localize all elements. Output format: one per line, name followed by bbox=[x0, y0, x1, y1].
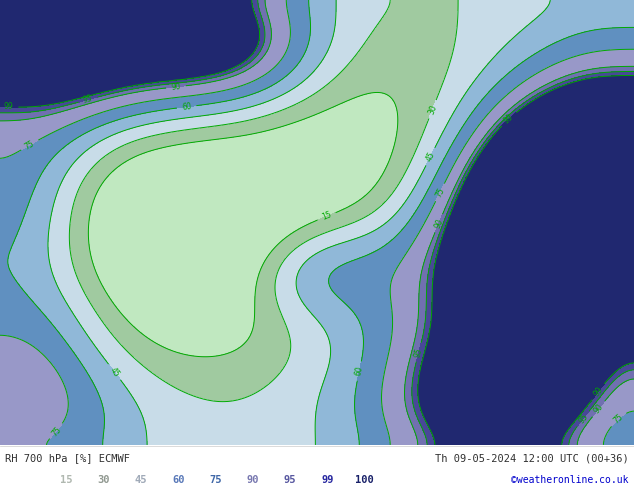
Text: 45: 45 bbox=[135, 475, 147, 485]
Text: 75: 75 bbox=[209, 475, 222, 485]
Text: 99: 99 bbox=[321, 475, 333, 485]
Text: 90: 90 bbox=[433, 217, 445, 229]
Text: 99: 99 bbox=[4, 102, 13, 112]
Text: 60: 60 bbox=[354, 366, 365, 377]
Text: 75: 75 bbox=[49, 424, 63, 438]
Text: 15: 15 bbox=[320, 210, 333, 222]
Text: RH 700 hPa [%] ECMWF: RH 700 hPa [%] ECMWF bbox=[5, 453, 130, 463]
Text: 30: 30 bbox=[98, 475, 110, 485]
Text: 95: 95 bbox=[413, 346, 424, 358]
Text: 60: 60 bbox=[172, 475, 184, 485]
Text: 95: 95 bbox=[284, 475, 296, 485]
Text: 60: 60 bbox=[181, 102, 192, 112]
Text: 45: 45 bbox=[108, 366, 121, 379]
Text: 75: 75 bbox=[434, 186, 446, 199]
Text: 15: 15 bbox=[60, 475, 73, 485]
Text: 90: 90 bbox=[247, 475, 259, 485]
Text: 100: 100 bbox=[355, 475, 374, 485]
Text: 95: 95 bbox=[576, 412, 590, 425]
Text: 75: 75 bbox=[612, 413, 625, 426]
Text: 90: 90 bbox=[171, 82, 181, 92]
Text: 30: 30 bbox=[427, 103, 439, 116]
Text: 99: 99 bbox=[592, 385, 605, 398]
Text: 95: 95 bbox=[82, 94, 94, 105]
Text: ©weatheronline.co.uk: ©weatheronline.co.uk bbox=[512, 475, 629, 485]
Text: 99: 99 bbox=[502, 112, 515, 125]
Text: 90: 90 bbox=[592, 402, 605, 416]
Text: 75: 75 bbox=[23, 139, 36, 151]
Text: 45: 45 bbox=[424, 150, 437, 163]
Text: Th 09-05-2024 12:00 UTC (00+36): Th 09-05-2024 12:00 UTC (00+36) bbox=[435, 453, 629, 463]
